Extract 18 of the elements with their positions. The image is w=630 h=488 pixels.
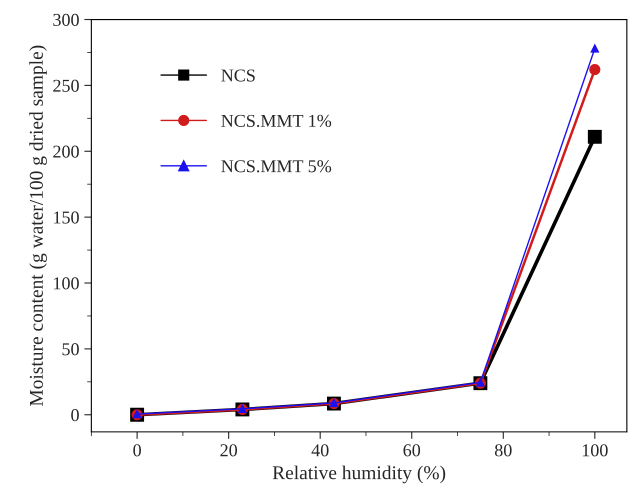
x-tick-label: 0	[133, 444, 141, 456]
x-tick-label: 60	[403, 444, 420, 456]
y-tick-label: 100	[54, 277, 79, 290]
legend-label: NCS	[221, 69, 255, 82]
y-tick-label: 150	[54, 211, 79, 224]
legend-label: NCS.MMT 5%	[221, 160, 332, 172]
y-axis-title: Moisture content (g water/100 g dried sample)	[29, 46, 47, 406]
y-tick-label: 250	[53, 80, 79, 92]
y-tick-label: 0	[71, 409, 79, 422]
y-tick-label: 300	[53, 14, 79, 26]
x-tick-label: 100	[582, 444, 608, 456]
x-tick-label: 40	[312, 444, 329, 456]
y-tick-label: 50	[62, 343, 79, 356]
y-tick-label: 200	[53, 146, 79, 158]
x-axis-title: Relative humidity (%)	[272, 466, 446, 484]
x-tick-label: 80	[494, 444, 512, 456]
legend-label: NCS.MMT 1%	[221, 114, 332, 128]
x-tick-label: 20	[220, 444, 237, 456]
